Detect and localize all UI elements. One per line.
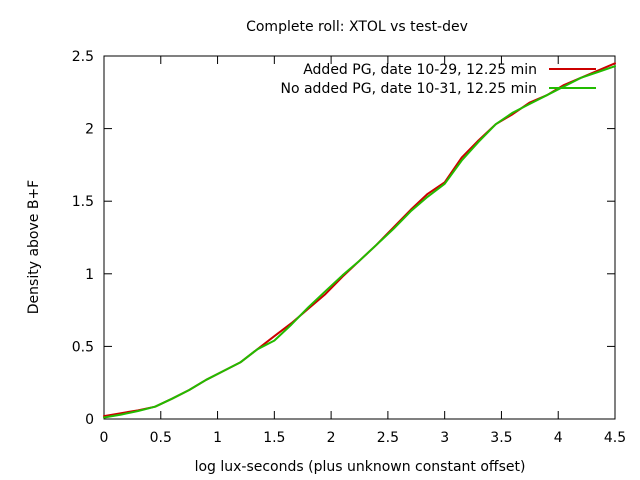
x-tick-label: 1 — [213, 430, 222, 446]
y-tick-label: 1.5 — [72, 194, 94, 210]
y-tick-label: 2.5 — [72, 49, 94, 65]
plot-frame — [103, 55, 616, 420]
series-layer — [103, 62, 616, 419]
series-line-2 — [103, 65, 616, 419]
x-tick-label: 3 — [440, 430, 449, 446]
x-tick-label: 2 — [327, 430, 336, 446]
axis-ticks: 0 0.5 1 1.5 2 2.5 3 3.5 4 4.5 0 0.5 1 1.5 2 2.5 — [72, 49, 626, 446]
y-axis-label: Density above B+F — [26, 180, 42, 314]
x-tick-label: 0 — [100, 430, 109, 446]
legend-label-2: No added PG, date 10-31, 12.25 min — [280, 81, 537, 97]
x-tick-label: 2.5 — [377, 430, 399, 446]
x-tick-label: 0.5 — [150, 430, 172, 446]
x-tick-label: 3.5 — [490, 430, 512, 446]
x-tick-label: 1.5 — [263, 430, 285, 446]
x-axis-label: log lux-seconds (plus unknown constant o… — [195, 459, 526, 475]
x-tick-label: 4 — [554, 430, 563, 446]
y-tick-label: 0 — [85, 412, 94, 428]
legend: Added PG, date 10-29, 12.25 min No added … — [280, 62, 596, 97]
y-tick-label: 2 — [85, 122, 94, 138]
chart-title: Complete roll: XTOL vs test-dev — [246, 19, 468, 35]
series-line-1 — [103, 62, 616, 418]
y-tick-label: 1 — [85, 267, 94, 283]
y-tick-label: 0.5 — [72, 339, 94, 355]
x-tick-label: 4.5 — [604, 430, 626, 446]
legend-label-1: Added PG, date 10-29, 12.25 min — [303, 62, 537, 78]
